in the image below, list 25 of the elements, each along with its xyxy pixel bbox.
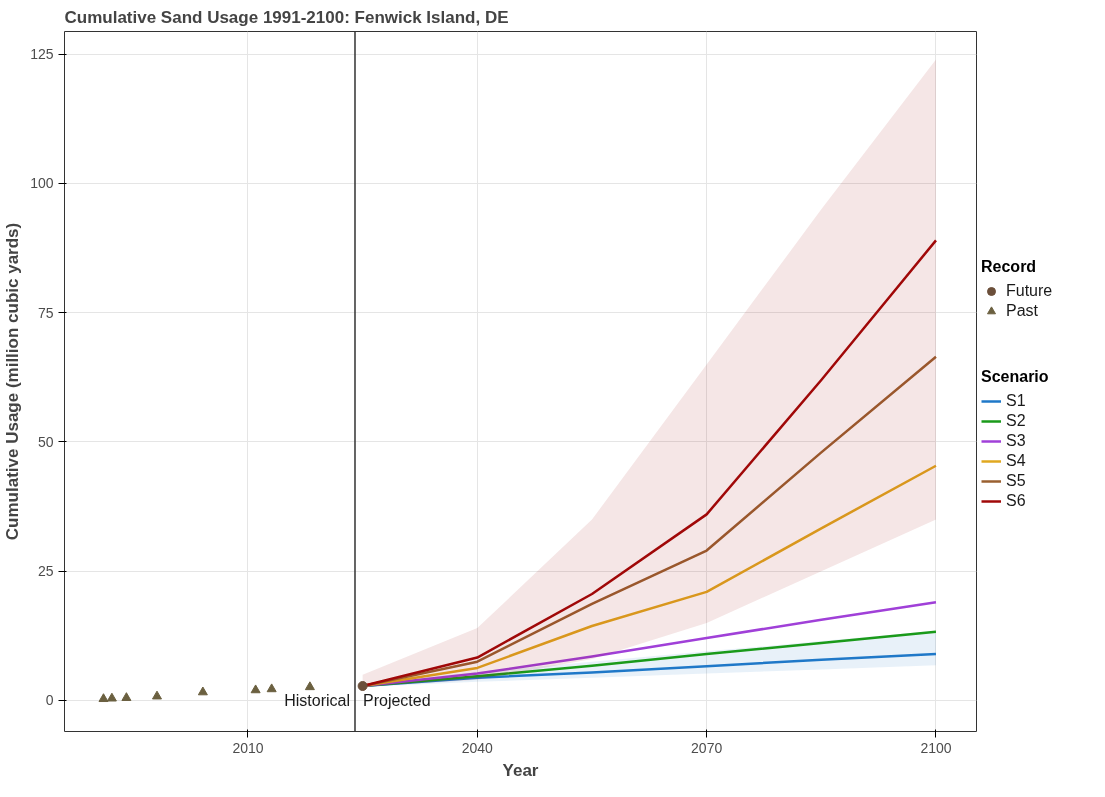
legend-label: S6 <box>1006 492 1026 510</box>
y-tick-label: 75 <box>37 304 54 321</box>
legend-label: S4 <box>1006 452 1026 470</box>
y-tick-label: 50 <box>37 433 54 450</box>
x-axis-title: Year <box>502 760 539 780</box>
annotation: Historical <box>284 692 350 709</box>
y-tick-label: 100 <box>30 175 54 192</box>
legend-label: Future <box>1006 282 1053 300</box>
x-tick-label: 2070 <box>691 739 723 756</box>
annotation: Projected <box>362 692 431 709</box>
legend-label: S5 <box>1006 472 1026 490</box>
legend-label: S1 <box>1006 392 1026 410</box>
y-tick-label: 125 <box>30 46 54 63</box>
legend-label: S2 <box>1006 412 1026 430</box>
legend-label: Past <box>1006 302 1039 320</box>
x-tick-label: 2040 <box>461 739 494 756</box>
x-tick-label: 2100 <box>920 739 952 756</box>
chart-title: Cumulative Sand Usage 1991-2100: Fenwick Island, DE <box>64 7 509 27</box>
y-tick-label: 25 <box>37 563 54 580</box>
legend-title: Scenario <box>981 368 1049 386</box>
x-tick-label: 2010 <box>232 739 264 756</box>
y-tick-label: 0 <box>45 692 54 709</box>
legend-label: S3 <box>1006 432 1026 450</box>
y-axis-title: Cumulative Usage (million cubic yards) <box>3 222 23 541</box>
text: Record <box>981 258 1038 276</box>
